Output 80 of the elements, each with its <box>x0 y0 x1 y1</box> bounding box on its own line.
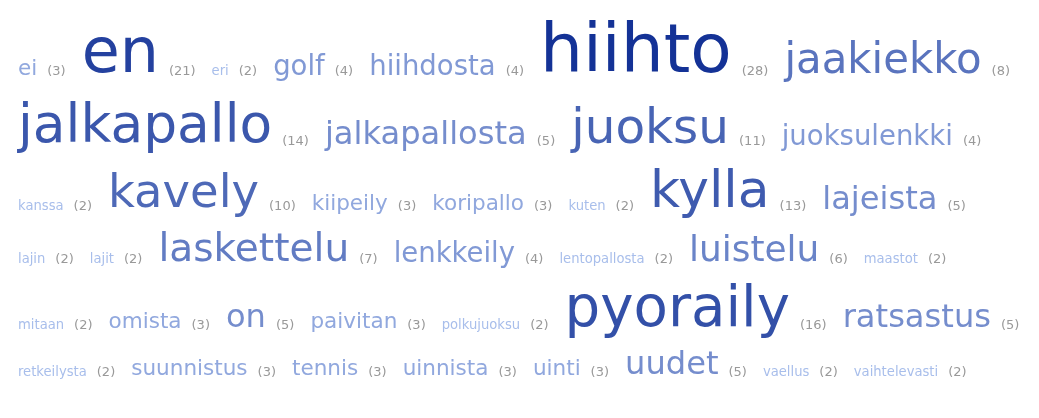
category-label: lajin <box>18 250 46 266</box>
data-label: (2) <box>530 316 549 332</box>
data-label: (5) <box>947 198 966 214</box>
category-label: lajeista <box>822 178 938 217</box>
data-label: (21) <box>168 63 196 79</box>
data-label: (11) <box>739 133 766 149</box>
data-label: (2) <box>73 198 92 214</box>
data-label: (3) <box>498 363 517 379</box>
category-label: vaihtelevasti <box>853 363 939 379</box>
category-label: uudet <box>625 344 719 383</box>
data-label: (4) <box>334 63 354 79</box>
data-label: (5) <box>275 316 295 332</box>
category-label: kavely <box>107 164 260 219</box>
category-label: jalkapallosta <box>323 113 527 152</box>
category-label: paivitan <box>310 308 398 334</box>
data-label: (3) <box>397 198 417 214</box>
data-label: (2) <box>96 363 116 379</box>
data-label: (4) <box>525 250 544 266</box>
data-label: (3) <box>368 363 387 379</box>
data-label: (3) <box>47 63 66 79</box>
data-label: (3) <box>534 198 553 214</box>
category-label: juoksu <box>570 97 730 154</box>
data-label: (2) <box>238 63 258 79</box>
data-label: (6) <box>829 250 848 266</box>
category-label: kanssa <box>18 198 64 214</box>
category-label: jaakiekko <box>783 34 982 84</box>
category-label: luistelu <box>689 228 820 270</box>
category-label: ei <box>18 55 38 81</box>
category-label: uinnista <box>402 355 489 381</box>
category-label: kiipeily <box>311 189 389 215</box>
category-label: lajit <box>89 250 114 266</box>
data-label: (2) <box>819 363 838 379</box>
data-label: (16) <box>799 316 827 332</box>
category-label: lenkkeily <box>393 236 516 269</box>
category-label: mitaan <box>18 316 65 332</box>
data-label: (4) <box>962 133 982 149</box>
data-label: (13) <box>779 198 807 214</box>
category-label: retkeilysta <box>18 363 87 379</box>
category-label: kylla <box>650 159 770 220</box>
data-label: (2) <box>615 198 634 214</box>
category-label: polkujuoksu <box>441 316 521 332</box>
category-label: on <box>225 297 266 336</box>
category-label: vaellus <box>762 363 810 379</box>
data-label: (28) <box>741 63 769 79</box>
data-label: (2) <box>74 316 93 332</box>
data-label: (10) <box>269 198 296 214</box>
data-label: (8) <box>991 63 1010 79</box>
data-label: (4) <box>505 63 525 79</box>
category-label: omista <box>108 308 182 334</box>
data-label: (2) <box>55 250 74 266</box>
category-label: golf <box>273 49 327 82</box>
data-label: (2) <box>927 250 947 266</box>
category-label: suunnistus <box>131 355 248 381</box>
data-label: (2) <box>654 250 674 266</box>
category-label: koripallo <box>432 189 525 215</box>
category-label: jalkapallo <box>17 91 273 155</box>
category-label: kuten <box>568 198 606 214</box>
category-label: eri <box>211 63 229 79</box>
category-label: juoksulenkki <box>780 118 953 151</box>
category-label: lentopallosta <box>559 250 645 266</box>
data-label: (2) <box>123 250 143 266</box>
data-label: (5) <box>536 133 556 149</box>
category-label: en <box>81 14 159 87</box>
data-label: (7) <box>359 250 378 266</box>
data-label: (3) <box>191 316 210 332</box>
data-label: (3) <box>257 363 277 379</box>
category-label: hiihto <box>540 8 732 88</box>
category-label: maastot <box>863 250 918 266</box>
data-label: (3) <box>407 316 426 332</box>
category-label: uinti <box>532 355 581 381</box>
data-label: (5) <box>728 363 747 379</box>
data-label: (2) <box>948 363 967 379</box>
data-label: (3) <box>590 363 610 379</box>
data-label: (5) <box>1000 316 1020 332</box>
category-label: ratsastus <box>842 297 991 336</box>
data-label: (14) <box>282 133 309 149</box>
category-label: hiihdosta <box>369 49 496 82</box>
category-label: laskettelu <box>158 224 350 270</box>
category-label: tennis <box>292 355 359 381</box>
category-label: pyoraily <box>564 273 790 339</box>
